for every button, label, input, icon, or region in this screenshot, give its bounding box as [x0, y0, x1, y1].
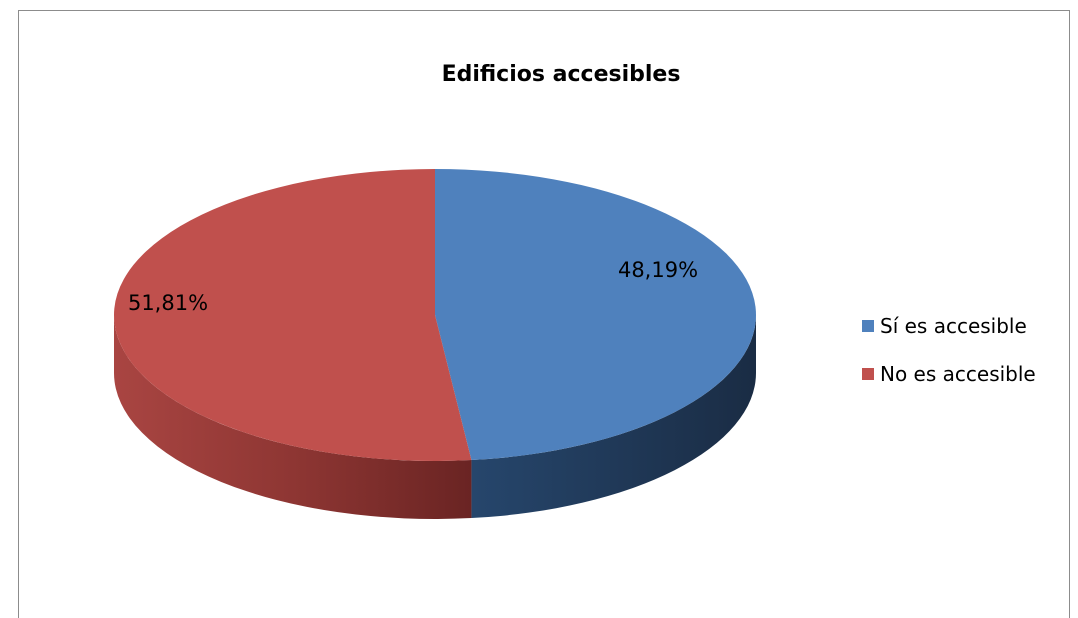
legend-swatch: [862, 320, 874, 332]
legend-item-si: Sí es accesible: [862, 314, 1027, 338]
legend-label: No es accesible: [880, 362, 1036, 386]
pie-side-si: [471, 315, 756, 519]
chart-title: Edificios accesibles: [441, 62, 681, 87]
data-label-si: 48,19%: [618, 258, 698, 282]
legend-swatch: [862, 368, 874, 380]
pie-slice-no: [114, 169, 472, 461]
pie-side-no: [114, 315, 472, 519]
legend-item-no: No es accesible: [862, 362, 1036, 386]
pie-slice-si: [435, 169, 757, 461]
data-label-no: 51,81%: [128, 291, 208, 315]
legend-label: Sí es accesible: [880, 314, 1027, 338]
